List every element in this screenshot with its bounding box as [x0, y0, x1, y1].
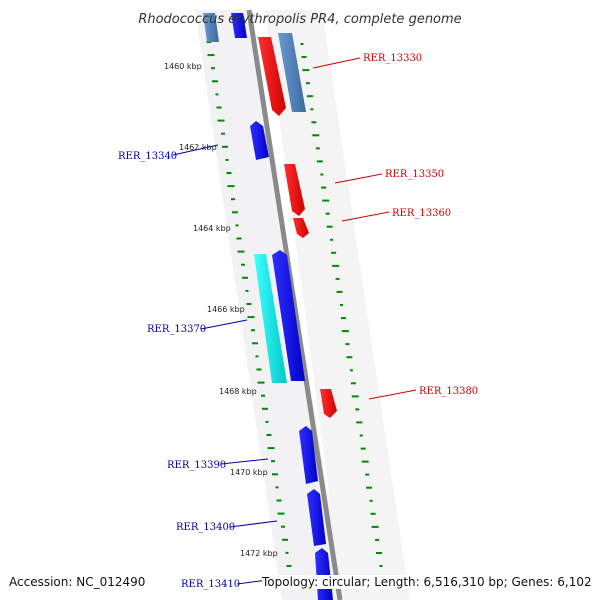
- gene-feature[interactable]: [293, 218, 309, 238]
- kbp-tick-label: 1470 kbp: [230, 468, 268, 477]
- kbp-tick-label: 1464 kbp: [193, 224, 231, 233]
- gene-leader-line: [334, 173, 383, 184]
- gene-feature[interactable]: [258, 37, 286, 116]
- plot-band-right: [265, 10, 410, 600]
- topology-text: Topology: circular; Length: 6,516,310 bp…: [262, 575, 592, 589]
- gene-feature[interactable]: [272, 250, 305, 381]
- kbp-tick-label: 1472 kbp: [240, 549, 278, 558]
- kbp-tick-label: 1460 kbp: [164, 62, 202, 71]
- gene-feature[interactable]: [307, 489, 326, 546]
- gene-feature[interactable]: [320, 389, 337, 418]
- gene-label-rer-13410[interactable]: RER_13410: [181, 579, 240, 590]
- gene-leader-line: [312, 57, 361, 69]
- gene-leader-line: [229, 520, 278, 528]
- gene-leader-line: [172, 144, 219, 156]
- map-title: Rhodococcus erythropolis PR4, complete g…: [138, 12, 461, 27]
- kbp-tick-label: 1468 kbp: [219, 387, 257, 396]
- gene-leader-line: [200, 319, 248, 330]
- kbp-tick-label: 1462 kbp: [179, 143, 217, 152]
- genome-backbone: [246, 9, 343, 600]
- gene-feature[interactable]: [250, 121, 269, 160]
- gene-feature[interactable]: [278, 33, 306, 112]
- gene-label-rer-13360[interactable]: RER_13360: [392, 208, 451, 219]
- gene-label-rer-13350[interactable]: RER_13350: [385, 169, 444, 180]
- gene-feature[interactable]: [299, 426, 318, 484]
- gene-label-rer-13340[interactable]: RER_13340: [118, 151, 177, 162]
- gc-content-track: [206, 41, 383, 567]
- gene-leader-line: [220, 458, 269, 465]
- gene-leader-line: [341, 211, 390, 222]
- gene-label-rer-13380[interactable]: RER_13380: [419, 386, 478, 397]
- accession-text: Accession: NC_012490: [9, 575, 146, 589]
- gene-leader-line: [368, 389, 417, 400]
- gene-feature[interactable]: [284, 164, 305, 216]
- gene-feature[interactable]: [254, 254, 287, 383]
- gene-label-rer-13400[interactable]: RER_13400: [176, 522, 235, 533]
- gene-label-rer-13390[interactable]: RER_13390: [167, 460, 226, 471]
- gene-label-rer-13330[interactable]: RER_13330: [363, 53, 422, 64]
- kbp-tick-label: 1466 kbp: [207, 305, 245, 314]
- gene-feature[interactable]: [203, 13, 219, 42]
- gene-label-rer-13370[interactable]: RER_13370: [147, 324, 206, 335]
- gene-feature[interactable]: [231, 13, 247, 38]
